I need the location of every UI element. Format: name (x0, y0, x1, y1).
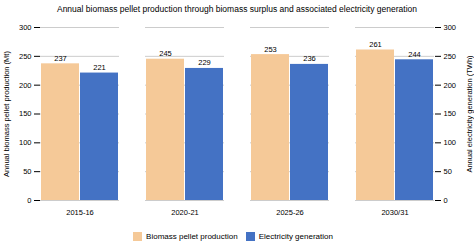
svg-text:221: 221 (93, 63, 106, 72)
svg-text:150: 150 (19, 109, 32, 118)
svg-text:2015-16: 2015-16 (66, 208, 94, 217)
html-text:Electricity generation: Electricity generation (258, 232, 333, 241)
svg-text:250: 250 (444, 52, 457, 61)
svg-text:261: 261 (369, 40, 382, 49)
svg-text:Annual biomass pellet producti: Annual biomass pellet production (Mt) (2, 51, 11, 177)
svg-text:0: 0 (444, 196, 448, 205)
svg-text:244: 244 (408, 50, 421, 59)
svg-text:100: 100 (444, 138, 457, 147)
svg-text:Annual electricity generation: Annual electricity generation (TWh) (465, 55, 474, 173)
svg-text:229: 229 (198, 58, 211, 67)
svg-text:200: 200 (444, 81, 457, 90)
svg-text:0: 0 (27, 196, 31, 205)
svg-text:50: 50 (444, 167, 452, 176)
svg-text:2030/31: 2030/31 (381, 208, 408, 217)
svg-text:245: 245 (159, 49, 172, 58)
svg-text:2025-26: 2025-26 (276, 208, 304, 217)
svg-text:100: 100 (19, 138, 32, 147)
svg-text:236: 236 (303, 54, 316, 63)
svg-text:50: 50 (23, 167, 31, 176)
svg-text:253: 253 (264, 45, 277, 54)
svg-text:2020-21: 2020-21 (171, 208, 199, 217)
html-text:Biomass pellet production: Biomass pellet production (146, 232, 238, 241)
html-text:Annual biomass pellet producti: Annual biomass pellet production through… (57, 4, 417, 14)
svg-text:200: 200 (19, 81, 32, 90)
svg-text:300: 300 (19, 23, 32, 32)
svg-text:150: 150 (444, 109, 457, 118)
svg-text:237: 237 (54, 54, 67, 63)
svg-text:300: 300 (444, 23, 457, 32)
svg-text:250: 250 (19, 52, 32, 61)
